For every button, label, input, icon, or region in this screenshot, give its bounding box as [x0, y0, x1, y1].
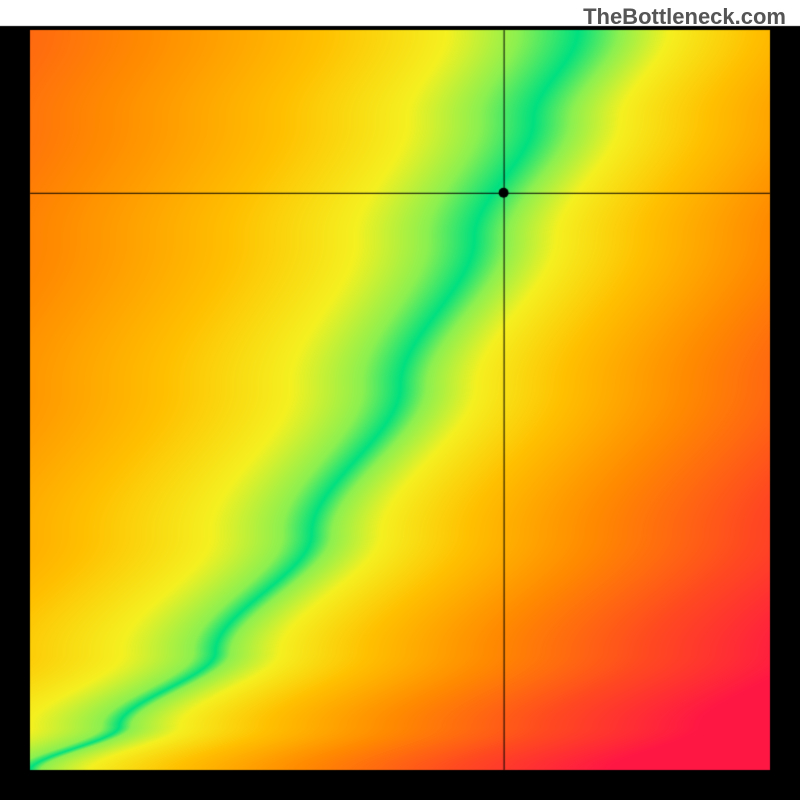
chart-container: TheBottleneck.com: [0, 0, 800, 800]
watermark-text: TheBottleneck.com: [583, 4, 786, 30]
overlay-canvas: [0, 0, 800, 800]
